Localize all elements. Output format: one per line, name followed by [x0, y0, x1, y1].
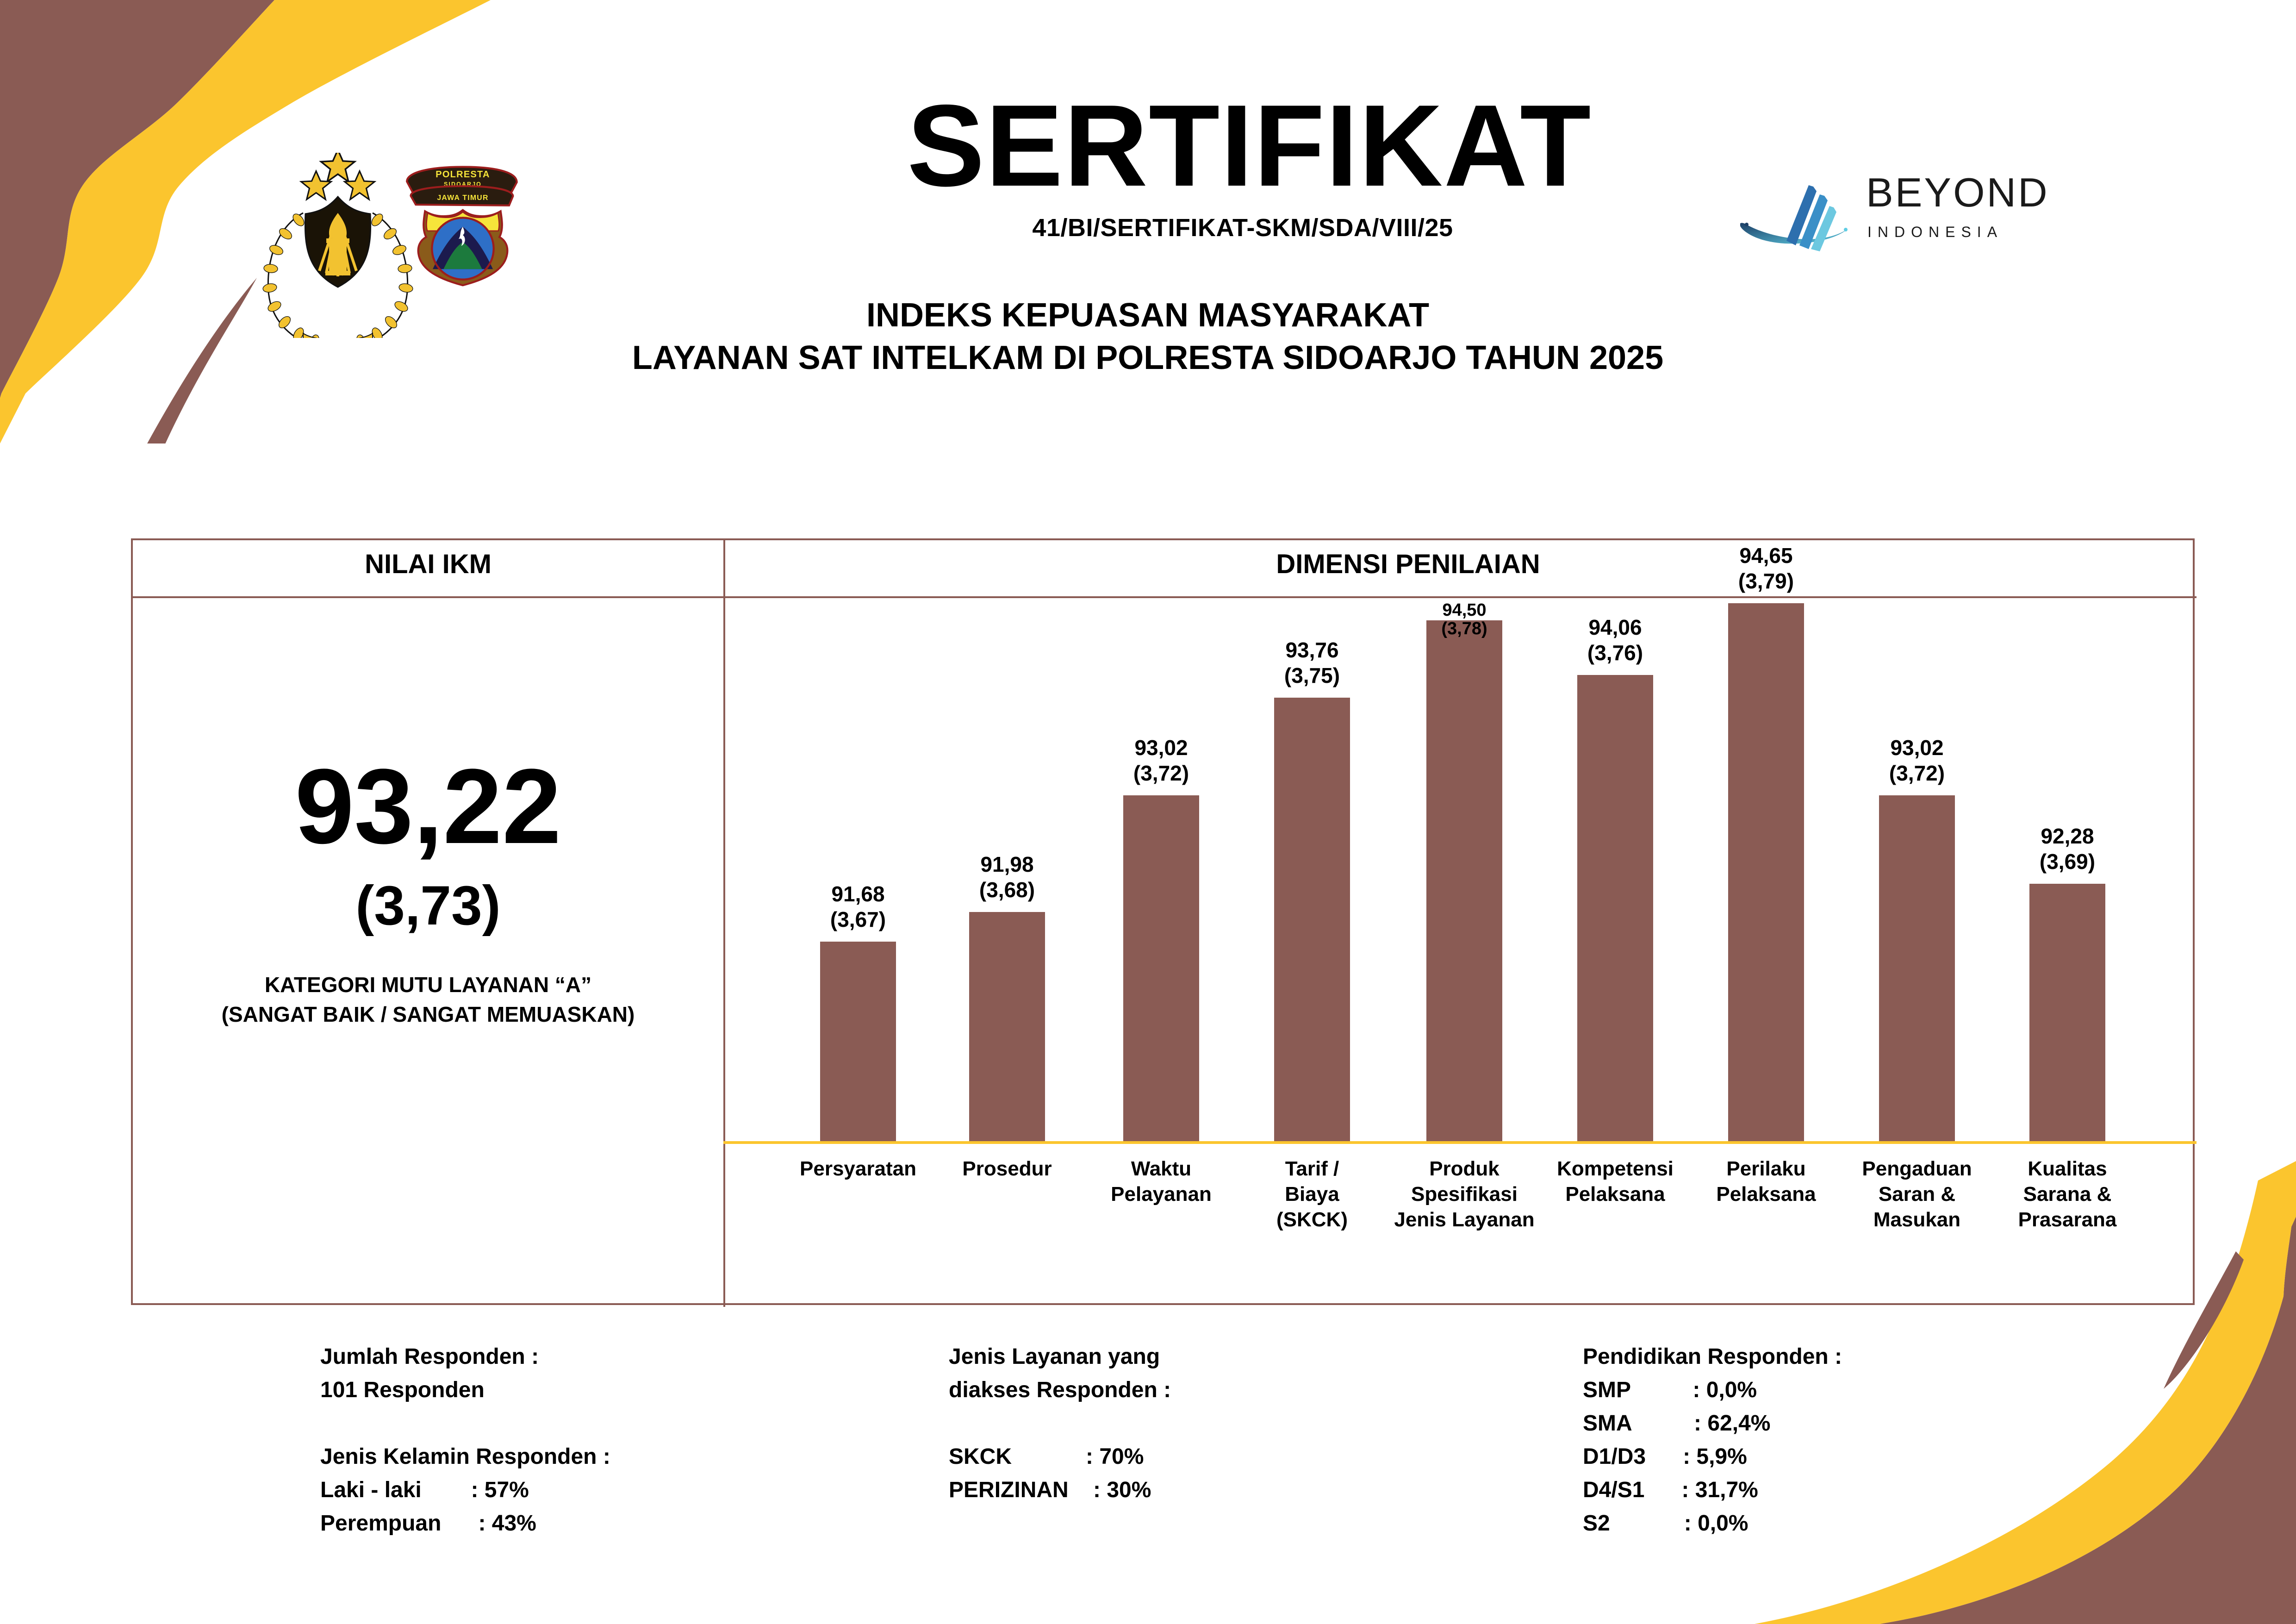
svg-text:POLRESTA: POLRESTA: [436, 169, 490, 180]
svg-text:JAWA TIMUR: JAWA TIMUR: [437, 194, 488, 202]
